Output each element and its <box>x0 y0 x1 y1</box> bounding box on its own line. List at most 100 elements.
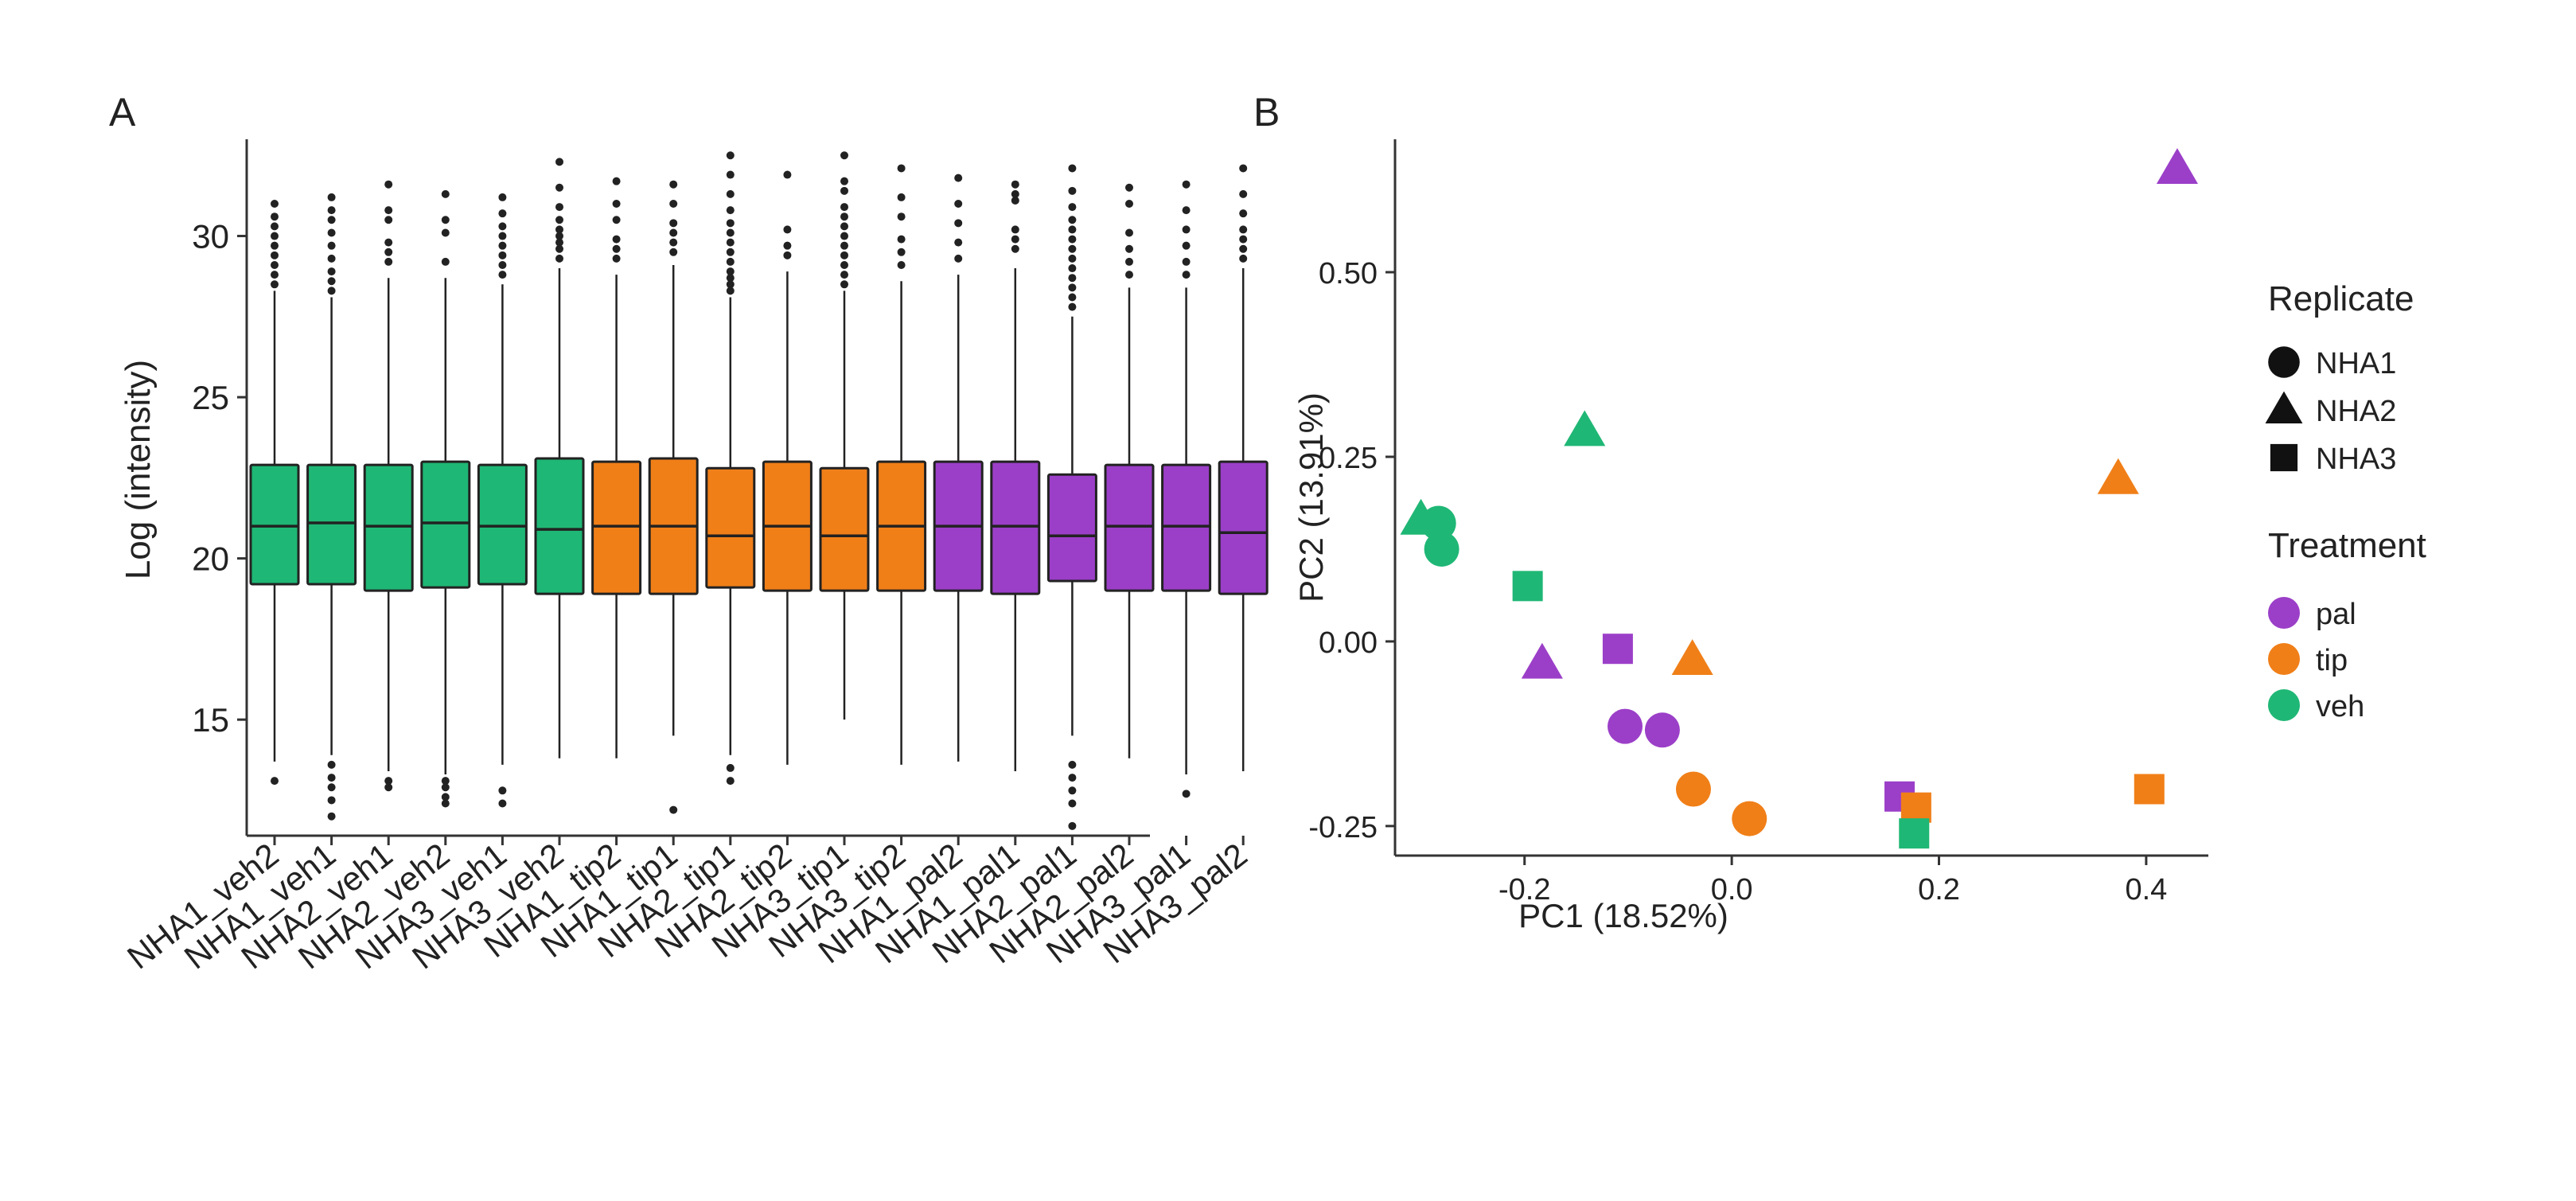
scatter-y-tick-label: 0.50 <box>1319 257 1378 291</box>
box-outlier <box>1239 244 1248 253</box>
box-outlier <box>384 783 393 792</box>
box-outlier <box>1011 244 1019 253</box>
box-outlier <box>726 248 735 256</box>
box-outlier <box>726 274 735 283</box>
box-outlier <box>327 254 336 263</box>
scatter-x-tick-label: -0.2 <box>1498 873 1550 907</box>
box-outlier <box>1125 200 1133 209</box>
legend: Replicate NHA1 NHA2 NHA3 Treatment pal tip v… <box>2265 279 2426 723</box>
box-outlier <box>498 222 507 231</box>
scatter-x-tick-label: 0.4 <box>2125 873 2167 907</box>
box-outlier <box>555 254 563 263</box>
box-outlier <box>726 219 735 228</box>
box-outlier <box>1068 786 1077 795</box>
box-outlier <box>726 280 735 289</box>
box-outlier <box>840 186 848 195</box>
box-iqr <box>705 466 756 589</box>
point-pal-NHA2 <box>1521 642 1563 679</box>
box-outlier <box>555 238 563 247</box>
box-outlier <box>271 280 279 289</box>
box-outlier <box>726 763 735 772</box>
box-outlier <box>327 216 336 224</box>
box-outlier <box>954 238 963 247</box>
box-outlier <box>1068 283 1077 292</box>
box-outlier <box>726 238 735 247</box>
point-veh-NHA1 <box>1424 531 1459 567</box>
panel-label-a: A <box>109 90 136 135</box>
point-veh-NHA2 <box>1564 410 1606 446</box>
box-NHA2_pal2 <box>1104 183 1155 758</box>
box-outlier <box>327 277 336 286</box>
box-outlier <box>271 241 279 250</box>
box-outlier <box>897 260 906 269</box>
box-outlier <box>1011 196 1019 205</box>
box-outlier <box>384 248 393 256</box>
box-outlier <box>1182 241 1191 250</box>
box-outlier <box>840 271 848 279</box>
box-outlier <box>327 241 336 250</box>
scatter-y-tick-label: -0.25 <box>1308 811 1378 844</box>
box-NHA1_tip2 <box>591 177 642 758</box>
box-outlier <box>726 228 735 237</box>
box-outlier <box>840 232 848 240</box>
box-outlier <box>612 244 621 253</box>
box-outlier <box>726 267 735 276</box>
box-outlier <box>897 213 906 221</box>
box-outlier <box>840 260 848 269</box>
box-outlier <box>840 213 848 221</box>
box-outlier <box>783 225 792 234</box>
box-outlier <box>1125 257 1133 266</box>
scatter-y-tick-label: 0.25 <box>1319 442 1378 475</box>
box-NHA1_tip1 <box>648 180 699 814</box>
point-tip-NHA2 <box>1671 639 1713 676</box>
box-outlier <box>726 189 735 198</box>
box-outlier <box>327 760 336 769</box>
box-outlier <box>840 251 848 259</box>
box-outlier <box>1068 216 1077 224</box>
box-outlier <box>897 235 906 244</box>
boxplot-y-tick-label: 30 <box>192 218 229 255</box>
box-outlier <box>1239 164 1248 173</box>
box-NHA2_tip2 <box>762 170 813 765</box>
box-outlier <box>327 774 336 782</box>
box-outlier <box>1068 821 1077 830</box>
box-outlier <box>726 206 735 215</box>
box-outlier <box>384 216 393 224</box>
point-veh-NHA3 <box>1512 571 1543 602</box>
box-outlier <box>726 777 735 786</box>
box-outlier <box>271 777 279 786</box>
box-outlier <box>441 228 450 237</box>
legend-pal-swatch <box>2268 597 2300 629</box>
box-outlier <box>498 193 507 201</box>
box-NHA2_pal1 <box>1046 164 1097 830</box>
box-outlier <box>612 254 621 263</box>
box-outlier <box>441 216 450 224</box>
box-outlier <box>1125 228 1133 237</box>
box-outlier <box>384 257 393 266</box>
box-outlier <box>612 216 621 224</box>
box-outlier <box>441 189 450 198</box>
box-outlier <box>498 241 507 250</box>
legend-circle-icon <box>2268 346 2300 378</box>
scatter-y-tick-label: 0.00 <box>1319 626 1378 660</box>
box-outlier <box>441 777 450 786</box>
box-NHA3_veh2 <box>534 158 585 758</box>
point-pal-NHA1 <box>1608 708 1643 744</box>
box-outlier <box>726 170 735 179</box>
box-outlier <box>783 251 792 259</box>
box-outlier <box>1068 799 1077 808</box>
legend-treatment-label: tip <box>2316 644 2348 677</box>
box-outlier <box>1125 244 1133 253</box>
box-outlier <box>1068 225 1077 234</box>
box-NHA3_veh1 <box>477 193 528 808</box>
box-outlier <box>271 222 279 231</box>
box-outlier <box>327 228 336 237</box>
scatter-y-axis-label: PC2 (13.91%) <box>1292 392 1330 602</box>
box-iqr <box>249 463 300 586</box>
box-outlier <box>1239 235 1248 244</box>
point-pal-NHA3 <box>1602 634 1633 665</box>
box-outlier <box>384 180 393 189</box>
box-outlier <box>441 257 450 266</box>
box-outlier <box>954 174 963 182</box>
